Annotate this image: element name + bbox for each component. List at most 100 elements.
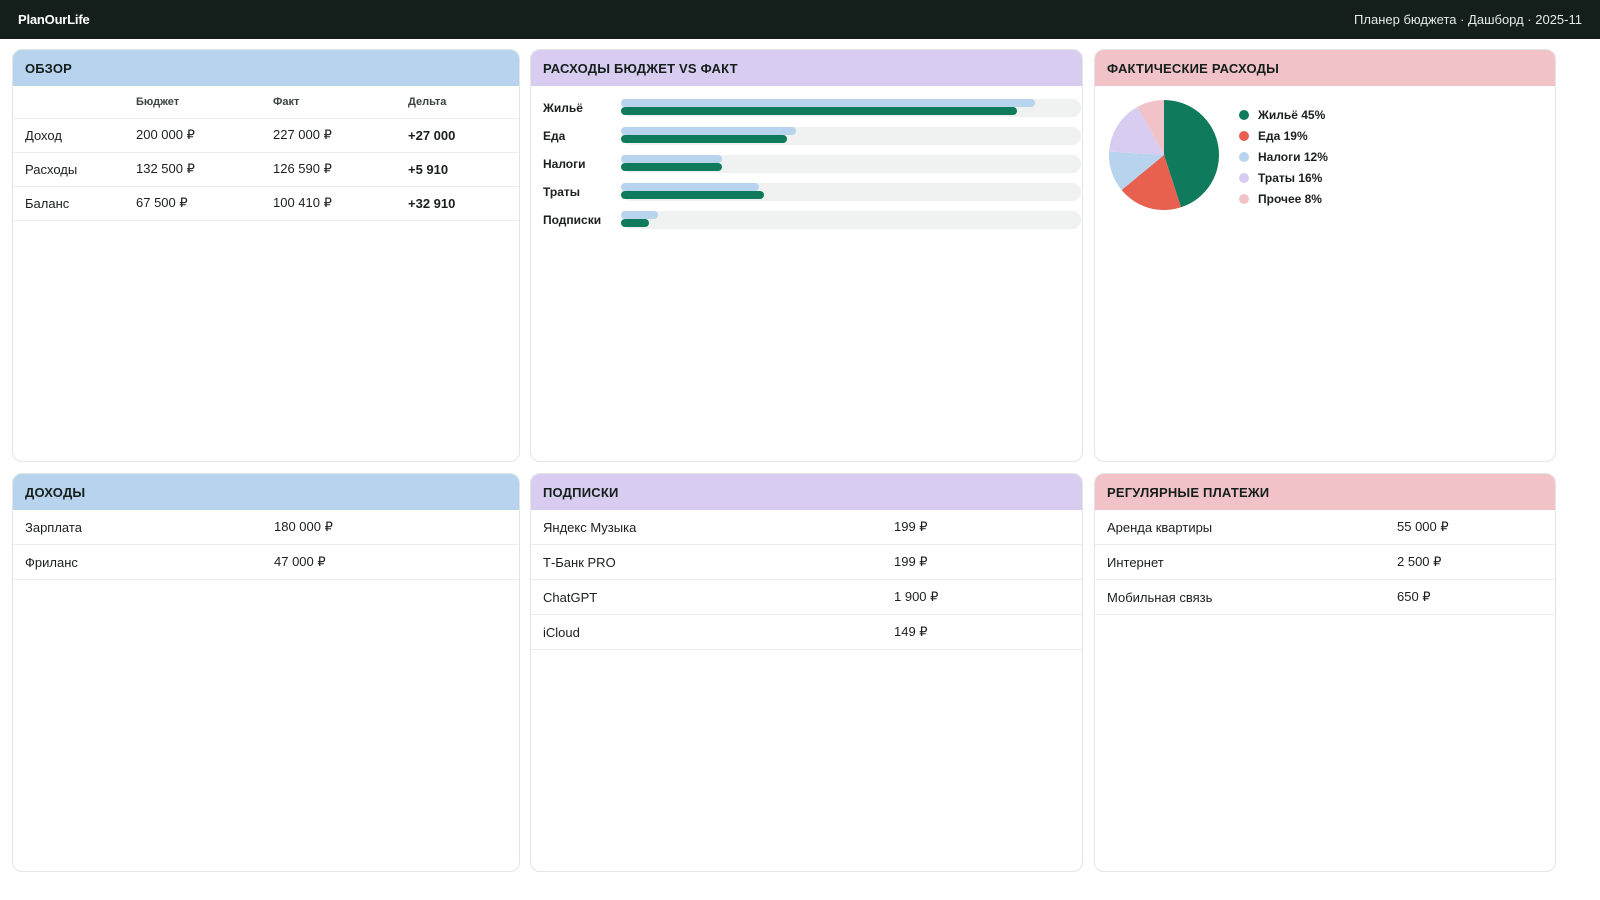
overview-card: ОБЗОР Бюджет Факт Дельта Доход 200 000 ₽… — [12, 49, 520, 462]
brand-logo[interactable]: PlanOurLife — [18, 12, 90, 27]
subscription-value: 199 ₽ — [894, 519, 928, 534]
row-delta: +32 910 — [408, 186, 519, 221]
table-row: Доход 200 000 ₽ 227 000 ₽ +27 000 — [13, 118, 519, 153]
actual-expenses-title: ФАКТИЧЕСКИЕ РАСХОДЫ — [1095, 50, 1555, 86]
list-item: Интернет 2 500 ₽ — [1095, 545, 1555, 580]
pie-chart — [1109, 100, 1219, 210]
row-label: Баланс — [13, 186, 136, 221]
budget-vs-actual-card: РАСХОДЫ БЮДЖЕТ VS ФАКТ Жильё Еда Налоги Тра… — [530, 49, 1083, 462]
bar-budget — [621, 183, 759, 191]
subscriptions-card: ПОДПИСКИ Яндекс Музыка 199 ₽ Т-Банк PRO … — [530, 473, 1083, 872]
list-item: Т-Банк PRO 199 ₽ — [531, 545, 1082, 580]
list-item: Аренда квартиры 55 000 ₽ — [1095, 510, 1555, 545]
income-label: Зарплата — [25, 519, 82, 535]
pie-slice — [1121, 155, 1181, 210]
bar-track — [621, 155, 1081, 173]
budget-vs-actual-title: РАСХОДЫ БЮДЖЕТ VS ФАКТ — [531, 50, 1082, 86]
income-label: Фриланс — [25, 554, 78, 570]
legend-label: Еда 19% — [1258, 128, 1308, 143]
page-context: Планер бюджета · Дашборд · 2025-11 — [1354, 12, 1582, 27]
bar-budget — [621, 127, 796, 135]
pie-slice — [1164, 100, 1219, 208]
overview-header-row: Бюджет Факт Дельта — [13, 86, 519, 119]
income-value: 180 000 ₽ — [274, 519, 333, 534]
row-label: Доход — [13, 118, 136, 153]
payment-label: Аренда квартиры — [1107, 519, 1213, 535]
table-row: Баланс 67 500 ₽ 100 410 ₽ +32 910 — [13, 186, 519, 221]
payment-label: Мобильная связь — [1107, 589, 1213, 605]
bar-track — [621, 211, 1081, 229]
subscription-label: ChatGPT — [543, 589, 598, 605]
bar-actual — [621, 107, 1017, 115]
bar-category-label: Траты — [543, 185, 581, 199]
regular-payments-title: РЕГУЛЯРНЫЕ ПЛАТЕЖИ — [1095, 474, 1555, 510]
subscription-label: Т-Банк PRO — [543, 554, 616, 570]
subscription-value: 1 900 ₽ — [894, 589, 939, 604]
row-delta: +27 000 — [408, 118, 519, 153]
bar-budget — [621, 211, 658, 219]
legend-label: Налоги 12% — [1258, 149, 1328, 164]
bar-row: Подписки — [531, 210, 1082, 238]
list-item: Зарплата 180 000 ₽ — [13, 510, 519, 545]
bar-budget — [621, 155, 723, 163]
row-budget: 67 500 ₽ — [136, 186, 273, 221]
legend-item: Еда 19% — [1239, 125, 1328, 146]
subscription-value: 199 ₽ — [894, 554, 928, 569]
table-row: Расходы 132 500 ₽ 126 590 ₽ +5 910 — [13, 152, 519, 187]
subscriptions-title: ПОДПИСКИ — [531, 474, 1082, 510]
income-title: ДОХОДЫ — [13, 474, 519, 510]
income-value: 47 000 ₽ — [274, 554, 326, 569]
bar-category-label: Налоги — [543, 157, 586, 171]
overview-table: Бюджет Факт Дельта Доход 200 000 ₽ 227 0… — [13, 86, 519, 221]
overview-col-delta: Дельта — [408, 86, 519, 119]
overview-col-budget: Бюджет — [136, 86, 273, 119]
bar-actual — [621, 163, 723, 171]
legend-dot — [1239, 151, 1249, 162]
payment-value: 2 500 ₽ — [1397, 554, 1442, 569]
actual-expenses-card: ФАКТИЧЕСКИЕ РАСХОДЫ Жильё 45% Еда 19% Нало… — [1094, 49, 1556, 462]
row-actual: 100 410 ₽ — [273, 186, 408, 221]
regular-payments-card: РЕГУЛЯРНЫЕ ПЛАТЕЖИ Аренда квартиры 55 00… — [1094, 473, 1556, 872]
overview-title: ОБЗОР — [13, 50, 519, 86]
legend-dot — [1239, 193, 1249, 204]
pie-slice — [1137, 100, 1164, 155]
bar-actual — [621, 219, 649, 227]
row-delta: +5 910 — [408, 152, 519, 187]
list-item: Яндекс Музыка 199 ₽ — [531, 510, 1082, 545]
list-item: Фриланс 47 000 ₽ — [13, 545, 519, 580]
legend-dot — [1239, 130, 1249, 141]
top-bar: PlanOurLife Планер бюджета · Дашборд · 2… — [0, 0, 1600, 39]
bar-row: Налоги — [531, 154, 1082, 182]
legend-dot — [1239, 172, 1249, 183]
payment-label: Интернет — [1107, 554, 1164, 570]
pie-slice — [1109, 151, 1164, 191]
legend-item: Налоги 12% — [1239, 146, 1328, 167]
bar-row: Траты — [531, 182, 1082, 210]
legend-label: Прочее 8% — [1258, 191, 1322, 206]
payment-value: 650 ₽ — [1397, 589, 1431, 604]
bar-category-label: Подписки — [543, 213, 602, 227]
budget-vs-actual-chart: Жильё Еда Налоги Траты Подписки — [531, 86, 1082, 238]
subscription-label: Яндекс Музыка — [543, 519, 637, 535]
bar-actual — [621, 191, 764, 199]
row-actual: 126 590 ₽ — [273, 152, 408, 187]
list-item: ChatGPT 1 900 ₽ — [531, 580, 1082, 615]
legend-label: Жильё 45% — [1258, 107, 1326, 122]
overview-col-actual: Факт — [273, 86, 408, 119]
legend-label: Траты 16% — [1258, 170, 1323, 185]
pie-chart-area: Жильё 45% Еда 19% Налоги 12% Траты 16% Проче… — [1095, 86, 1555, 226]
pie-slice — [1109, 106, 1164, 155]
legend-dot — [1239, 109, 1249, 120]
income-card: ДОХОДЫ Зарплата 180 000 ₽ Фриланс 47 000… — [12, 473, 520, 872]
bar-budget — [621, 99, 1035, 107]
legend-item: Жильё 45% — [1239, 104, 1328, 125]
bar-row: Жильё — [531, 98, 1082, 126]
row-budget: 200 000 ₽ — [136, 118, 273, 153]
payment-value: 55 000 ₽ — [1397, 519, 1449, 534]
list-item: iCloud 149 ₽ — [531, 615, 1082, 650]
overview-col-label — [13, 86, 136, 119]
legend-item: Прочее 8% — [1239, 188, 1328, 209]
subscription-label: iCloud — [543, 624, 580, 640]
row-budget: 132 500 ₽ — [136, 152, 273, 187]
subscription-value: 149 ₽ — [894, 624, 928, 639]
